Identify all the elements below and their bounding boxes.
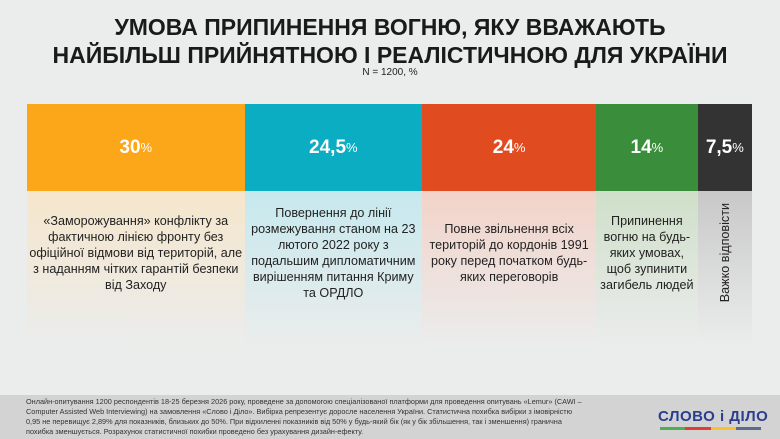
- category-label: Повне звільнення всіх територій до кордо…: [429, 222, 589, 284]
- category-panel: Повне звільнення всіх територій до кордо…: [422, 191, 597, 345]
- unit-label: %: [513, 140, 526, 155]
- unit-label: %: [346, 140, 358, 155]
- bar-value: 14%: [596, 104, 698, 191]
- unit-label: %: [140, 140, 153, 155]
- category-label: Важко відповісти: [717, 203, 732, 303]
- category-panel: Важко відповісти: [697, 191, 752, 345]
- logo: СЛОВО і ДІЛО: [658, 408, 769, 425]
- value-label: 7,5: [705, 136, 733, 158]
- title-line-1: УМОВА ПРИПИНЕННЯ ВОГНЮ, ЯКУ ВВАЖАЮТЬ: [114, 14, 666, 40]
- value-label: 24,5: [309, 136, 347, 158]
- bar-value: 7,5%: [697, 104, 752, 191]
- bar-value: 24%: [422, 104, 597, 191]
- category-panel: Припинення вогню на будь-яких умовах, що…: [596, 191, 698, 345]
- category-label: Повернення до лінії розмежування станом …: [251, 206, 416, 300]
- bar-value: 30%: [27, 104, 245, 191]
- value-label: 14: [630, 136, 652, 158]
- category-panel: «Заморожування» конфлікту за фактичною л…: [27, 191, 245, 345]
- bar-value: 24,5%: [244, 104, 423, 191]
- logo-stripe: [660, 427, 761, 430]
- methodology-note: Онлайн-опитування 1200 респондентів 18-2…: [26, 397, 582, 436]
- footer: Онлайн-опитування 1200 респондентів 18-2…: [0, 395, 780, 439]
- category-label: «Заморожування» конфлікту за фактичною л…: [29, 214, 243, 292]
- bar-segment: 7,5% Важко відповісти: [697, 104, 752, 345]
- bar-segment: 24,5% Повернення до лінії розмежування ст…: [244, 104, 423, 345]
- stacked-bar-chart: 30% «Заморожування» конфлікту за фактично…: [27, 104, 752, 345]
- page-title: УМОВА ПРИПИНЕННЯ ВОГНЮ, ЯКУ ВВАЖАЮТЬ НАЙ…: [0, 13, 780, 69]
- category-label: Припинення вогню на будь-яких умовах, що…: [600, 214, 694, 292]
- unit-label: %: [651, 140, 664, 155]
- title-line-2: НАЙБІЛЬШ ПРИЙНЯТНОЮ І РЕАЛІСТИЧНОЮ ДЛЯ У…: [52, 42, 728, 68]
- value-label: 30: [119, 136, 141, 158]
- bar-segment: 24% Повне звільнення всіх територій до ко…: [422, 104, 597, 345]
- bar-segment: 14% Припинення вогню на будь-яких умовах,…: [596, 104, 698, 345]
- unit-label: %: [732, 140, 744, 155]
- category-panel: Повернення до лінії розмежування станом …: [244, 191, 423, 345]
- value-label: 24: [492, 136, 514, 158]
- subtitle: N = 1200, %: [362, 67, 418, 78]
- bar-segment: 30% «Заморожування» конфлікту за фактично…: [27, 104, 245, 345]
